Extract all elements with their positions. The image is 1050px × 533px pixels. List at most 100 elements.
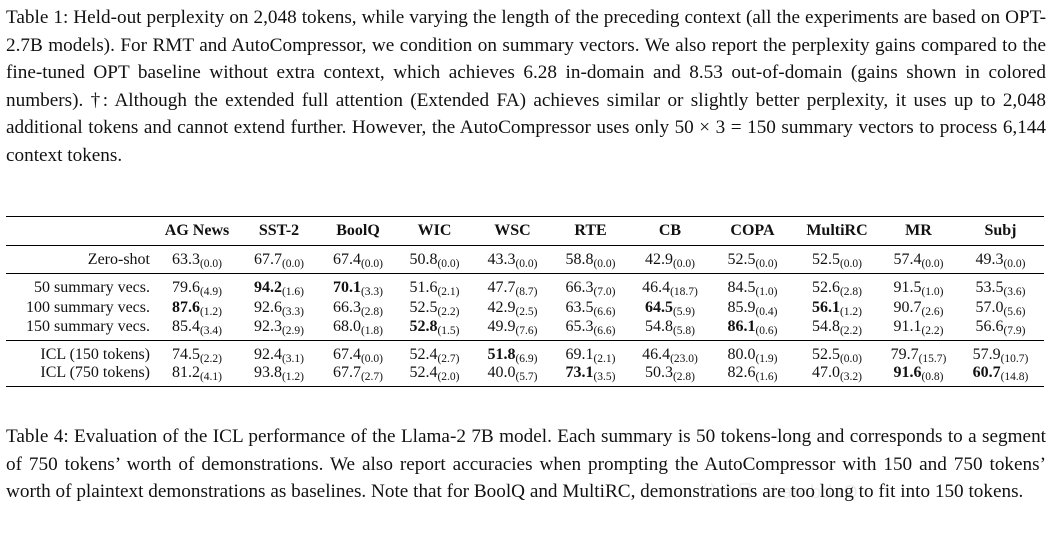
std-dev-value: (2.8) <box>672 371 696 383</box>
std-dev-value: (0.0) <box>515 258 538 270</box>
accuracy-value: 92.3 <box>253 318 282 335</box>
table-cell: 91.5(1.0) <box>880 274 957 298</box>
accuracy-value: 90.7 <box>893 298 922 316</box>
table-cell: 58.8(0.0) <box>552 245 629 274</box>
std-dev-value: (2.5) <box>515 305 538 318</box>
std-dev-value: (6.6) <box>593 305 616 318</box>
std-dev-value: (0.0) <box>839 258 863 270</box>
table-row: 150 summary vecs. 85.4(3.4) 92.3(2.9) 68.0(… <box>6 318 1044 341</box>
table-cell: 52.6(2.8) <box>794 274 880 298</box>
accuracy-value: 49.9 <box>487 318 516 335</box>
table-cell: 68.0(1.8) <box>320 318 396 341</box>
std-dev-value: (2.7) <box>360 371 384 383</box>
accuracy-value: 60.7 <box>972 364 1001 381</box>
table-cell: 56.1(1.2) <box>794 297 880 318</box>
accuracy-value: 53.5 <box>975 279 1004 296</box>
table-cell: 66.3(2.8) <box>320 297 396 318</box>
std-dev-value: (0.0) <box>593 258 616 270</box>
table-cell: 85.4(3.4) <box>156 318 238 341</box>
std-dev-value: (0.0) <box>360 353 384 365</box>
table-cell: 52.4(2.0) <box>396 364 473 387</box>
std-dev-value: (1.9) <box>755 353 778 365</box>
row-label: 150 summary vecs. <box>6 318 156 341</box>
accuracy-value: 67.7 <box>253 251 282 268</box>
table-cell: 79.6(4.9) <box>156 274 238 298</box>
accuracy-value: 65.3 <box>565 318 594 335</box>
accuracy-value: 51.8 <box>487 346 516 363</box>
row-label: Zero-shot <box>6 245 156 274</box>
std-dev-value: (3.6) <box>1003 286 1026 298</box>
std-dev-value: (2.6) <box>921 305 944 318</box>
std-dev-value: (4.9) <box>199 286 223 298</box>
table-cell: 94.2(1.6) <box>238 274 320 298</box>
accuracy-value: 85.4 <box>171 318 200 335</box>
accuracy-value: 92.6 <box>253 298 282 316</box>
std-dev-value: (0.0) <box>839 353 863 365</box>
std-dev-value: (2.8) <box>839 286 863 298</box>
std-dev-value: (2.1) <box>437 286 460 298</box>
accuracy-value: 87.6 <box>171 298 200 316</box>
std-dev-value: (3.4) <box>199 325 223 337</box>
std-dev-value: (1.2) <box>839 305 863 318</box>
accuracy-value: 66.3 <box>565 279 594 296</box>
std-dev-value: (5.7) <box>515 371 538 383</box>
table-cell: 74.5(2.2) <box>156 341 238 365</box>
table-cell: 67.4(0.0) <box>320 245 396 274</box>
std-dev-value: (23.0) <box>670 353 698 365</box>
accuracy-value: 82.6 <box>727 364 756 381</box>
table-row: ICL (150 tokens) 74.5(2.2) 92.4(3.1) 67.4(0… <box>6 341 1044 365</box>
std-dev-value: (3.5) <box>593 371 616 383</box>
accuracy-value: 86.1 <box>727 318 756 335</box>
accuracy-value: 52.5 <box>811 251 840 268</box>
column-header: RTE <box>552 216 629 246</box>
accuracy-value: 52.4 <box>409 364 438 381</box>
std-dev-value: (1.0) <box>921 286 944 298</box>
accuracy-value: 52.5 <box>727 251 756 268</box>
table-cell: 69.1(2.1) <box>552 341 629 365</box>
std-dev-value: (1.8) <box>360 325 384 337</box>
column-header: Subj <box>957 216 1044 246</box>
std-dev-value: (2.8) <box>360 305 384 318</box>
std-dev-value: (14.8) <box>1000 371 1029 383</box>
std-dev-value: (3.3) <box>281 305 305 318</box>
std-dev-value: (2.0) <box>437 371 460 383</box>
std-dev-value: (2.2) <box>199 353 223 365</box>
column-header: CB <box>629 216 711 246</box>
table-cell: 49.9(7.6) <box>473 318 552 341</box>
std-dev-value: (2.2) <box>437 305 460 318</box>
std-dev-value: (5.6) <box>1003 305 1026 318</box>
accuracy-value: 54.8 <box>644 318 673 335</box>
table-cell: 79.7(15.7) <box>880 341 957 365</box>
std-dev-value: (3.2) <box>839 371 863 383</box>
table-cell: 91.1(2.2) <box>880 318 957 341</box>
table-cell: 52.8(1.5) <box>396 318 473 341</box>
table-cell: 47.7(8.7) <box>473 274 552 298</box>
std-dev-value: (0.0) <box>755 258 778 270</box>
accuracy-value: 70.1 <box>332 279 361 296</box>
std-dev-value: (1.2) <box>281 371 305 383</box>
accuracy-value: 40.0 <box>487 364 516 381</box>
std-dev-value: (0.0) <box>281 258 305 270</box>
table-cell: 50.8(0.0) <box>396 245 473 274</box>
accuracy-value: 52.6 <box>811 279 840 296</box>
table-cell: 51.8(6.9) <box>473 341 552 365</box>
table-header-row: AG News SST-2 BoolQ WIC WSC RTE CB COPA MultiRC M… <box>6 216 1044 246</box>
accuracy-value: 47.0 <box>811 364 840 381</box>
std-dev-value: (0.0) <box>437 258 460 270</box>
std-dev-value: (0.0) <box>360 258 384 270</box>
accuracy-value: 50.3 <box>644 364 673 381</box>
accuracy-value: 52.5 <box>409 298 438 316</box>
table-cell: 64.5(5.9) <box>629 297 711 318</box>
table-cell: 50.3(2.8) <box>629 364 711 387</box>
column-header: AG News <box>156 216 238 246</box>
table-cell: 73.1(3.5) <box>552 364 629 387</box>
table-cell: 46.4(23.0) <box>629 341 711 365</box>
accuracy-value: 91.6 <box>893 364 922 381</box>
std-dev-value: (1.5) <box>437 325 460 337</box>
accuracy-value: 73.1 <box>565 364 594 381</box>
std-dev-value: (0.0) <box>921 258 944 270</box>
table-cell: 42.9(2.5) <box>473 297 552 318</box>
table-cell: 52.4(2.7) <box>396 341 473 365</box>
column-header: MultiRC <box>794 216 880 246</box>
accuracy-value: 52.4 <box>409 346 438 363</box>
